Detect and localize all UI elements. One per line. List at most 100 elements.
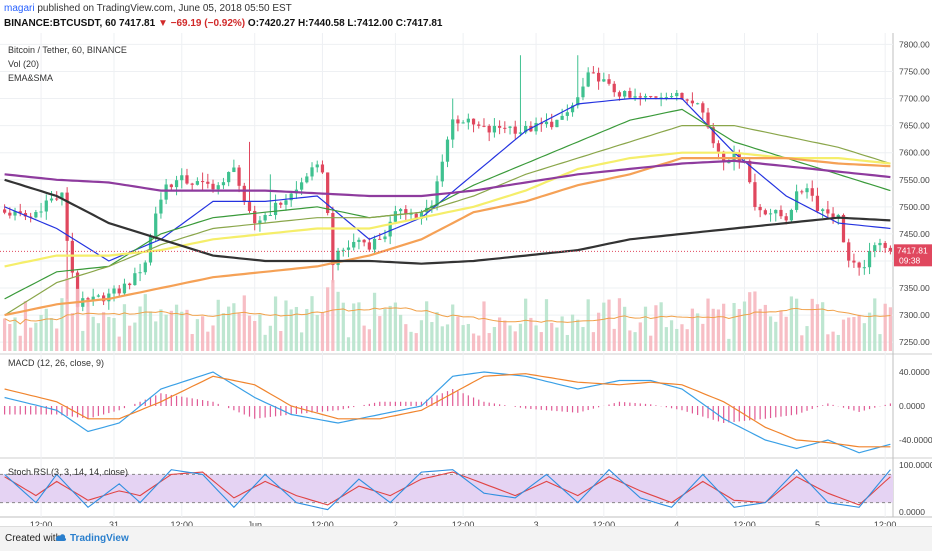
volume-bar [180,311,184,351]
candle-body [112,288,116,294]
volume-bar [847,317,851,351]
volume-bar [91,316,95,351]
candle-body [180,175,184,181]
legend-macd[interactable]: MACD (12, 26, close, 9) [8,358,105,368]
candle-body [685,99,689,101]
candle-body [242,185,246,203]
candle-body [284,200,288,205]
volume-bar [821,302,825,351]
published-text: published on TradingView.com, June 05, 2… [37,3,292,14]
legend-volume[interactable]: Vol (20) [8,59,40,69]
candle-body [466,118,470,123]
volume-bar [482,301,486,351]
publish-line: magari published on TradingView.com, Jun… [4,3,292,14]
volume-bar [96,323,101,351]
candle-body [451,119,455,140]
candle-body [779,209,783,217]
volume-bar [117,336,121,351]
volume-bar [654,305,658,351]
volume-bar [221,313,226,351]
candle-body [404,209,408,215]
volume-bar [794,298,799,351]
volume-bar [34,322,38,351]
volume-bar [742,301,747,351]
candle-body [821,209,825,212]
candle-body [857,262,861,268]
volume-bar [8,324,12,351]
volume-bar [414,333,418,351]
candle-body [633,96,637,98]
candle-body [649,96,653,98]
candle-body [607,79,611,84]
candle-body [550,121,554,128]
candle-body [174,180,179,188]
tradingview-brand[interactable]: TradingView [70,533,129,544]
volume-bar [305,308,309,351]
volume-bar [685,329,689,351]
candle-body [65,192,69,241]
stoch-band [0,474,893,503]
volume-bar [873,298,877,351]
candle-body [164,184,168,200]
candle-body [701,103,705,113]
macd-line [4,371,891,454]
volume-bar [320,312,325,351]
volume-bar [633,332,637,351]
x-tick-label: 12:00 [452,520,475,526]
volume-bar [190,334,194,351]
candle-body [383,236,387,240]
ma-line-black [4,178,891,265]
candle-body [623,90,627,97]
volume-bar [273,296,278,351]
volume-bar [508,325,512,351]
volume-bar [878,334,882,351]
author-link[interactable]: magari [4,3,35,14]
volume-bar [174,304,179,351]
volume-bar [169,310,173,351]
candle-body [237,167,241,186]
ma-line-green1 [4,108,891,300]
candle-body [60,192,64,199]
candle-body [800,191,804,193]
stoch-tick-label: 100.0000 [899,460,932,470]
volume-bar [279,330,283,351]
volume-bar [800,335,804,351]
symbol-label: BINANCE:BTCUSDT, 60 [4,18,117,29]
volume-bar [826,334,830,351]
legend-stoch-rsi[interactable]: Stoch RSI (3, 3, 14, 14, close) [8,467,129,477]
candle-body [873,245,877,251]
candle-body [852,260,856,263]
volume-bar [299,332,304,351]
volume-bar [841,319,846,351]
ma-line-purple [4,159,891,198]
candle-body [768,213,773,215]
macd-signal-line [4,373,891,448]
pane-main [0,39,893,353]
volume-bar [247,315,252,351]
candle-body [263,215,267,221]
candle-body [576,97,580,106]
volume-bar [638,322,642,351]
volume-bar [294,306,299,351]
candle-body [695,103,700,105]
volume-bar [675,328,679,351]
candle-body [524,125,528,133]
candle-body [143,262,147,273]
volume-bar [471,333,476,351]
candle-body [794,191,799,210]
candle-body [497,125,502,128]
volume-bar [706,298,710,351]
price-tick-label: 7550.00 [899,175,930,185]
volume-bar [419,320,424,351]
volume-bar [315,314,319,351]
candle-body [200,181,205,183]
volume-bar [477,335,481,351]
macd-tick-label: 40.0000 [899,367,930,377]
candle-body [841,214,846,243]
price-tick-label: 7800.00 [899,39,930,49]
volume-bar [883,303,887,351]
volume-bar [758,308,762,351]
trading-chart[interactable]: 12:00 31 12:00 Jun 12:00 2 12:00 3 12:00 4 12:00 5 1… [0,33,932,526]
volume-bar [753,291,757,351]
legend-ema-sma[interactable]: EMA&SMA [8,73,54,83]
